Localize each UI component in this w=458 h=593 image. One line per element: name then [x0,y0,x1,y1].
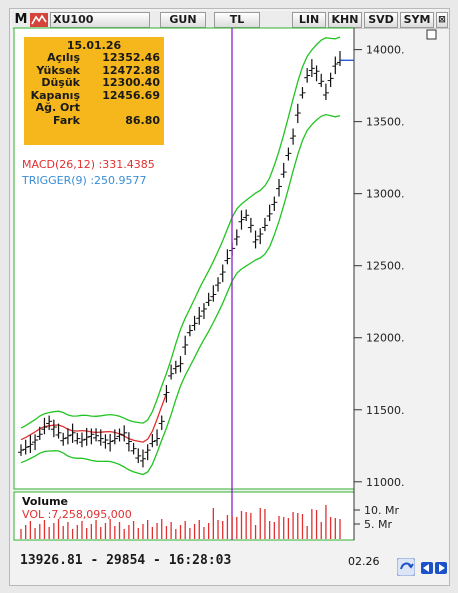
info-row-open: Açılış 12352.46 [28,51,160,65]
info-value [80,102,160,115]
moving-average-line [20,393,168,443]
info-row-avg: Ağ. Ort [28,101,160,115]
panel-restore-icon [426,29,437,40]
info-value: 12472.88 [102,63,160,77]
menu-m-button[interactable]: M [14,12,28,27]
info-date: 15.01.26 [66,39,122,52]
y-tick-label: 13500. [366,116,405,129]
info-value: 12352.46 [102,51,160,64]
y-tick-label: 14000. [366,44,405,57]
volume-title: Volume [22,495,68,508]
status-bar: 13926.81 - 29854 - 16:28:03 02.26 [17,546,454,584]
info-row-low: Düşük 12300.40 [28,76,160,90]
y-tick-label: 13000. [366,188,405,201]
ohlc-info-box: 15.01.26 Açılış 12352.46 Yüksek 12472.88 D… [24,37,164,145]
period-gun-button[interactable]: GUN [160,11,206,28]
info-label: Düşük [41,76,80,89]
symbol-logo-icon [30,12,48,27]
info-label: Yüksek [36,63,80,77]
info-row-high: Yüksek 12472.88 [28,63,160,78]
macd-label: MACD(26,12) :331.4385 [22,158,155,171]
y-tick-label: 11500. [366,404,405,417]
khn-button[interactable]: KHN [328,11,362,28]
info-value: 12456.69 [102,88,160,102]
info-label: Kapanış [30,88,80,102]
y-tick-label: 12500. [366,260,405,273]
info-label: Açılış [47,51,80,64]
scroll-left-button[interactable] [421,562,433,574]
time-axis-label: 02.26 [348,555,380,568]
info-value: 86.80 [125,113,160,127]
lower-band-line [20,113,341,476]
info-row-close: Kapanış 12456.69 [28,88,160,103]
toolbar: M XU100 GUN TL LIN KHN SVD SYM ⊠ [12,11,449,29]
sym-button[interactable]: SYM [400,11,434,28]
scroll-right-button[interactable] [435,562,447,574]
info-label: Fark [52,113,80,127]
status-text: 13926.81 - 29854 - 16:28:03 [20,553,232,568]
scroll-tool-icon[interactable] [396,557,416,577]
info-value: 12300.40 [102,76,160,89]
close-icon[interactable]: ⊠ [436,11,448,28]
y-tick-label: 12000. [366,332,405,345]
info-label: Ağ. Ort [35,101,80,114]
upper-band-line [20,36,341,429]
trigger-label: TRIGGER(9) :250.9577 [22,174,147,187]
scale-lin-button[interactable]: LIN [292,11,326,28]
info-row-diff: Fark 86.80 [28,113,160,128]
volume-tick-label: 10. Mr [364,504,399,517]
svd-button[interactable]: SVD [364,11,398,28]
volume-tick-label: 5. Mr [364,518,392,531]
symbol-selector[interactable]: XU100 [50,11,150,28]
currency-tl-button[interactable]: TL [214,11,260,28]
y-tick-label: 11000. [366,476,405,489]
volume-value-label: VOL :7,258,095,000 [22,508,132,521]
